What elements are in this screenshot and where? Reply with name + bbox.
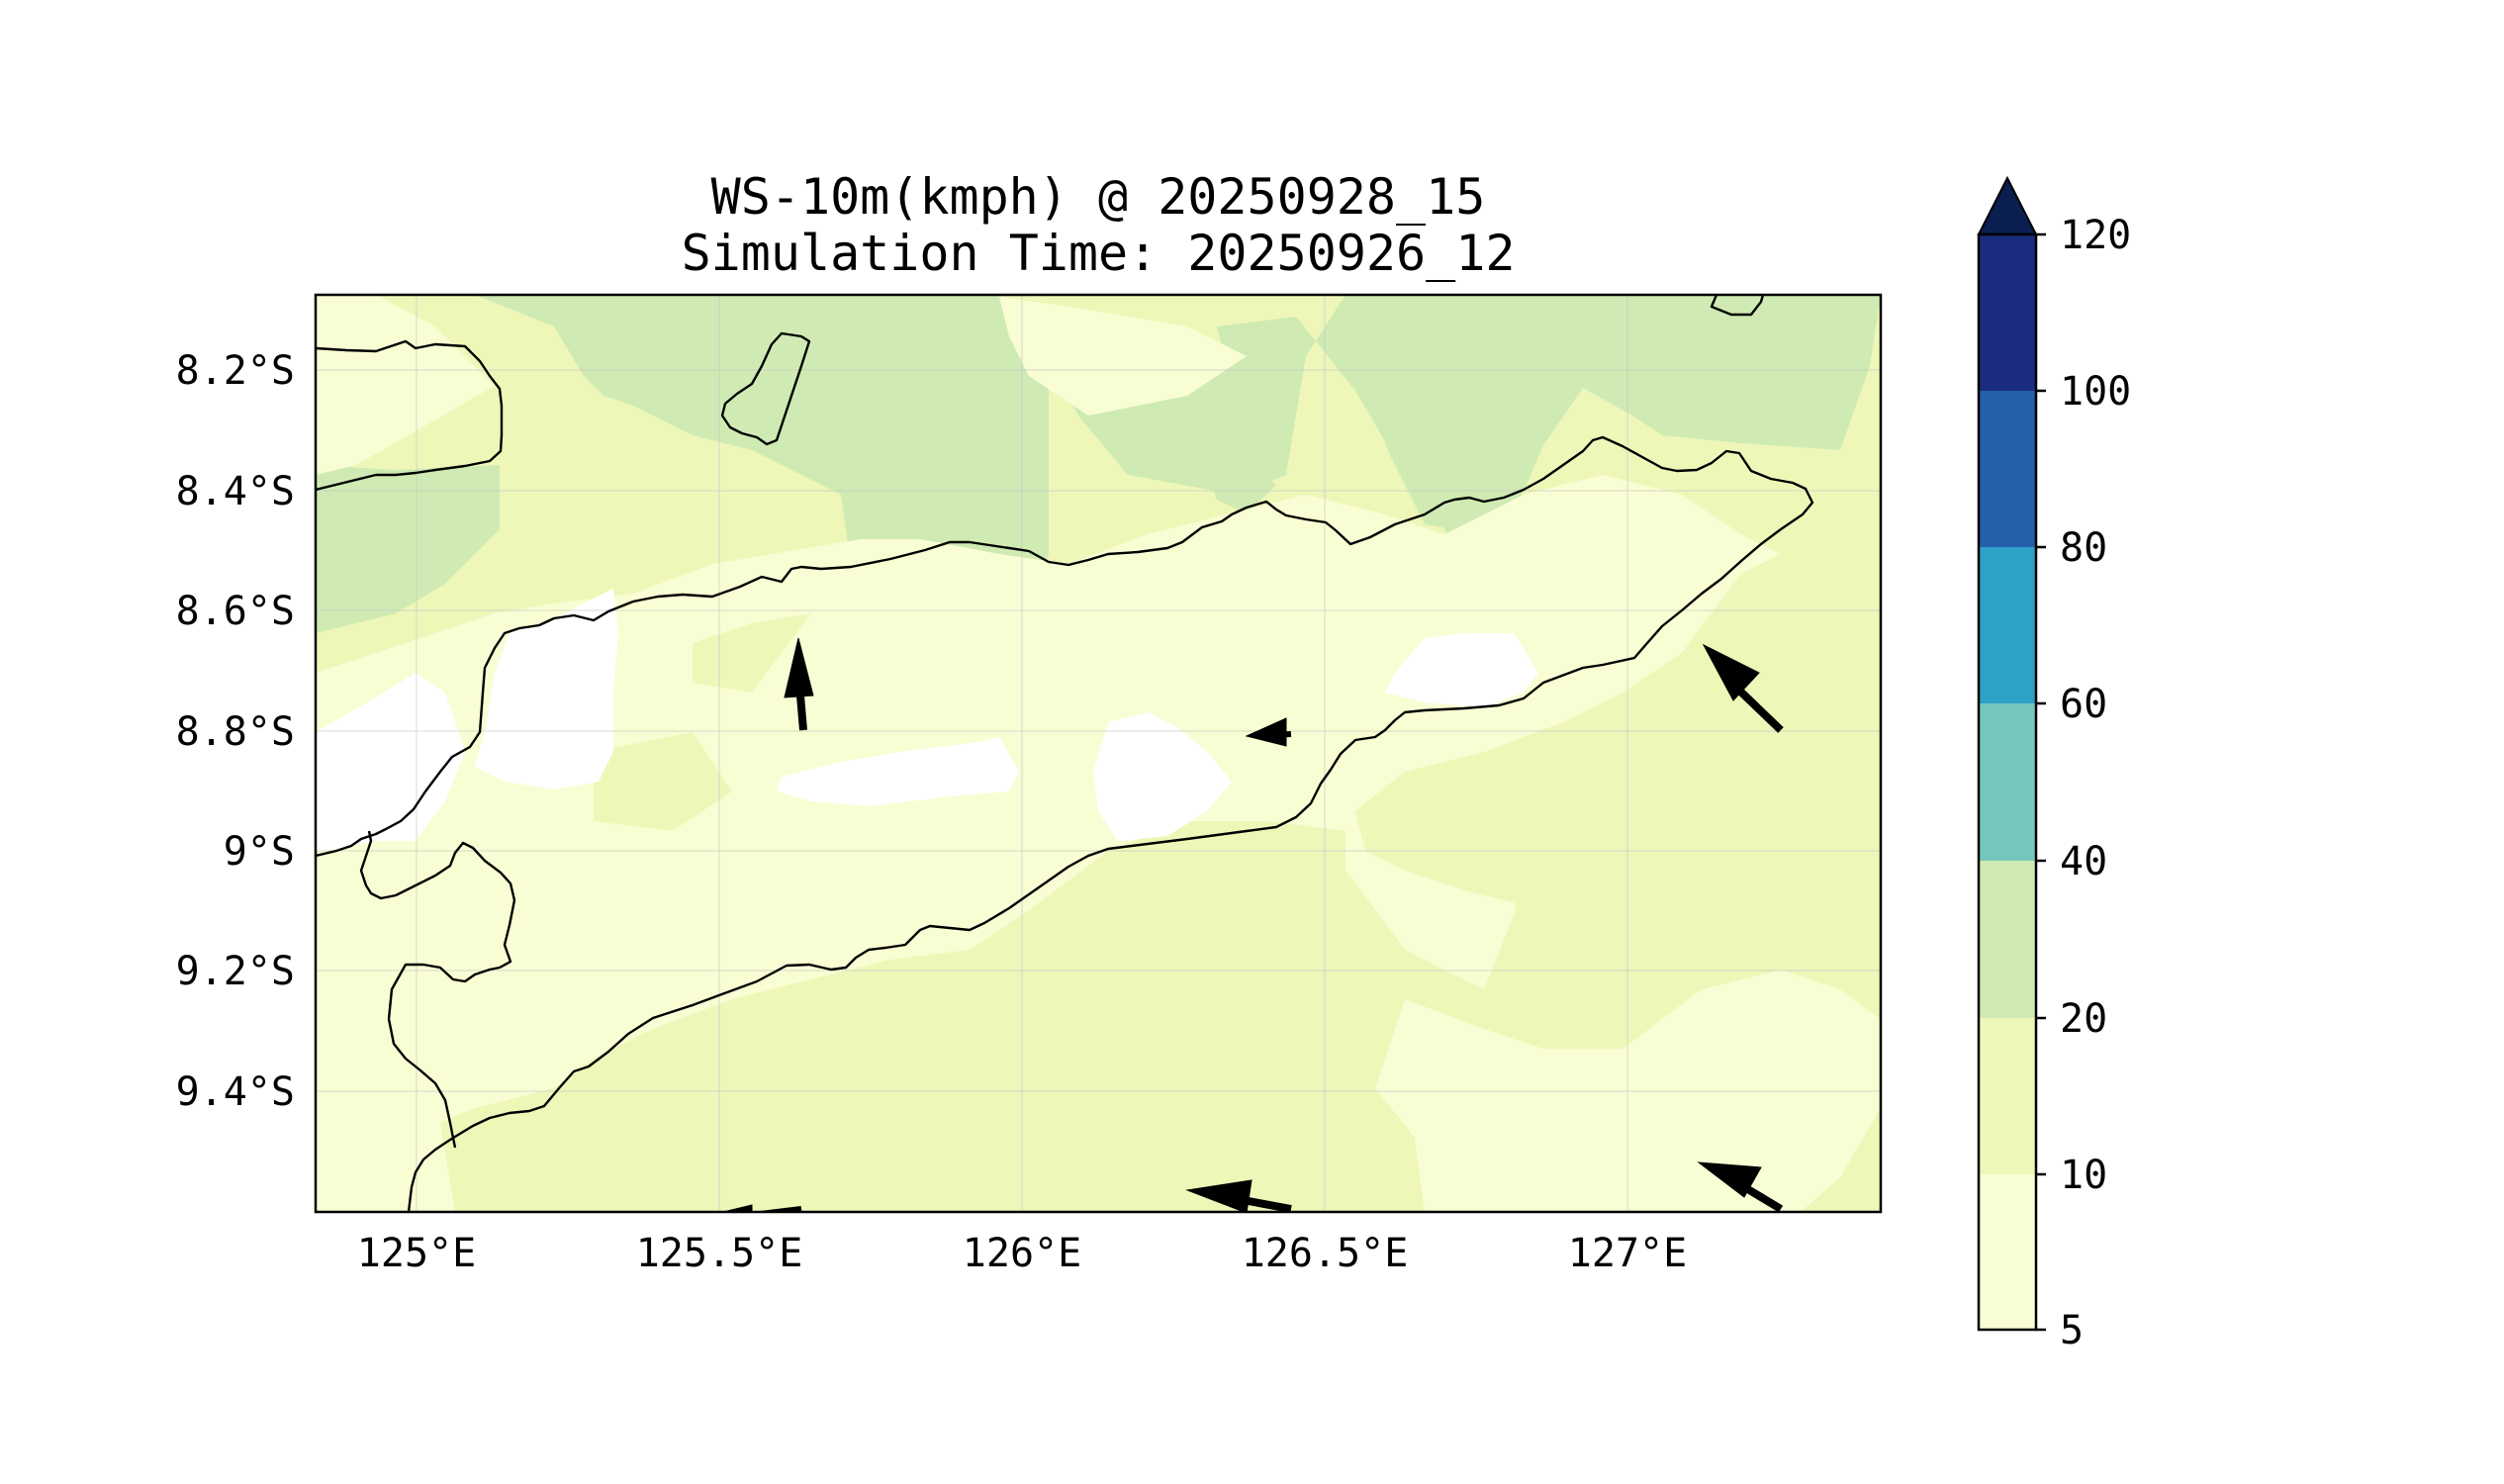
wind-arrow bbox=[1185, 1179, 1292, 1212]
lat-tick-labels: 8.2°S 8.4°S 8.6°S 8.8°S 9°S 9.2°S 9.4°S bbox=[176, 348, 295, 1115]
coastlines bbox=[316, 295, 1814, 1212]
colorbar-label: 20 bbox=[2060, 996, 2107, 1042]
map-title: WS-10m(kmph) @ 20250928_15 bbox=[711, 168, 1486, 226]
coastline-wetar bbox=[316, 339, 504, 492]
lat-tick-label: 9°S bbox=[224, 829, 295, 875]
coastline-timor-sw bbox=[359, 830, 516, 1149]
lat-tick-label: 9.2°S bbox=[176, 949, 295, 994]
colorbar-label: 10 bbox=[2060, 1153, 2107, 1198]
colorbar-label: 5 bbox=[2060, 1308, 2084, 1353]
colorbar-ticks bbox=[2036, 232, 2046, 1332]
colorbar-segment-10-20 bbox=[1979, 1018, 2036, 1174]
map-subtitle: Simulation Time: 20250926_12 bbox=[682, 225, 1516, 282]
map-frame bbox=[314, 293, 1883, 1214]
lon-tick-labels: 125°E 125.5°E 126°E 126.5°E 127°E bbox=[357, 1231, 1687, 1276]
lon-tick-label: 126°E bbox=[963, 1231, 1081, 1276]
lat-tick-label: 8.6°S bbox=[176, 589, 295, 634]
wind-vectors bbox=[720, 637, 1784, 1212]
colorbar-extend-arrow bbox=[1977, 175, 2038, 235]
map-gridlines bbox=[316, 295, 1881, 1212]
wind-band-10-20-inner bbox=[594, 554, 1881, 1049]
colorbar-label: 80 bbox=[2060, 525, 2107, 571]
coastline-islet-ne bbox=[1710, 295, 1765, 317]
colorbar-frame bbox=[1977, 232, 2038, 1332]
map-panel bbox=[316, 295, 1881, 1212]
lat-tick-label: 8.2°S bbox=[176, 348, 295, 394]
lat-tick-label: 8.8°S bbox=[176, 709, 295, 755]
colorbar-segment-20-40 bbox=[1979, 861, 2036, 1018]
colorbar-segment-5-10 bbox=[1979, 1174, 2036, 1330]
colorbar-label: 40 bbox=[2060, 839, 2107, 884]
wind-arrow bbox=[1702, 643, 1784, 733]
colorbar-segment-100-120 bbox=[1979, 234, 2036, 391]
coastline-atauro bbox=[720, 331, 811, 446]
wind-band-below-5 bbox=[316, 589, 1538, 851]
lon-tick-label: 125°E bbox=[357, 1231, 476, 1276]
colorbar: 5 10 20 40 60 80 100 120 bbox=[1977, 175, 2131, 1353]
lon-tick-label: 127°E bbox=[1568, 1231, 1687, 1276]
lon-tick-label: 126.5°E bbox=[1242, 1231, 1409, 1276]
colorbar-segment-60-80 bbox=[1979, 547, 2036, 703]
wind-arrow bbox=[1697, 1161, 1784, 1212]
coastline-timor-north bbox=[316, 435, 1814, 1212]
colorbar-label: 100 bbox=[2060, 369, 2131, 415]
lon-tick-label: 125.5°E bbox=[636, 1231, 803, 1276]
lat-tick-label: 9.4°S bbox=[176, 1069, 295, 1115]
colorbar-label: 60 bbox=[2060, 682, 2107, 727]
wind-arrow bbox=[784, 637, 814, 731]
lat-tick-label: 8.4°S bbox=[176, 469, 295, 514]
wind-arrow bbox=[1245, 717, 1292, 747]
colorbar-label: 120 bbox=[2060, 213, 2131, 258]
colorbar-segment-40-60 bbox=[1979, 703, 2036, 861]
colorbar-segment-80-100 bbox=[1979, 391, 2036, 547]
